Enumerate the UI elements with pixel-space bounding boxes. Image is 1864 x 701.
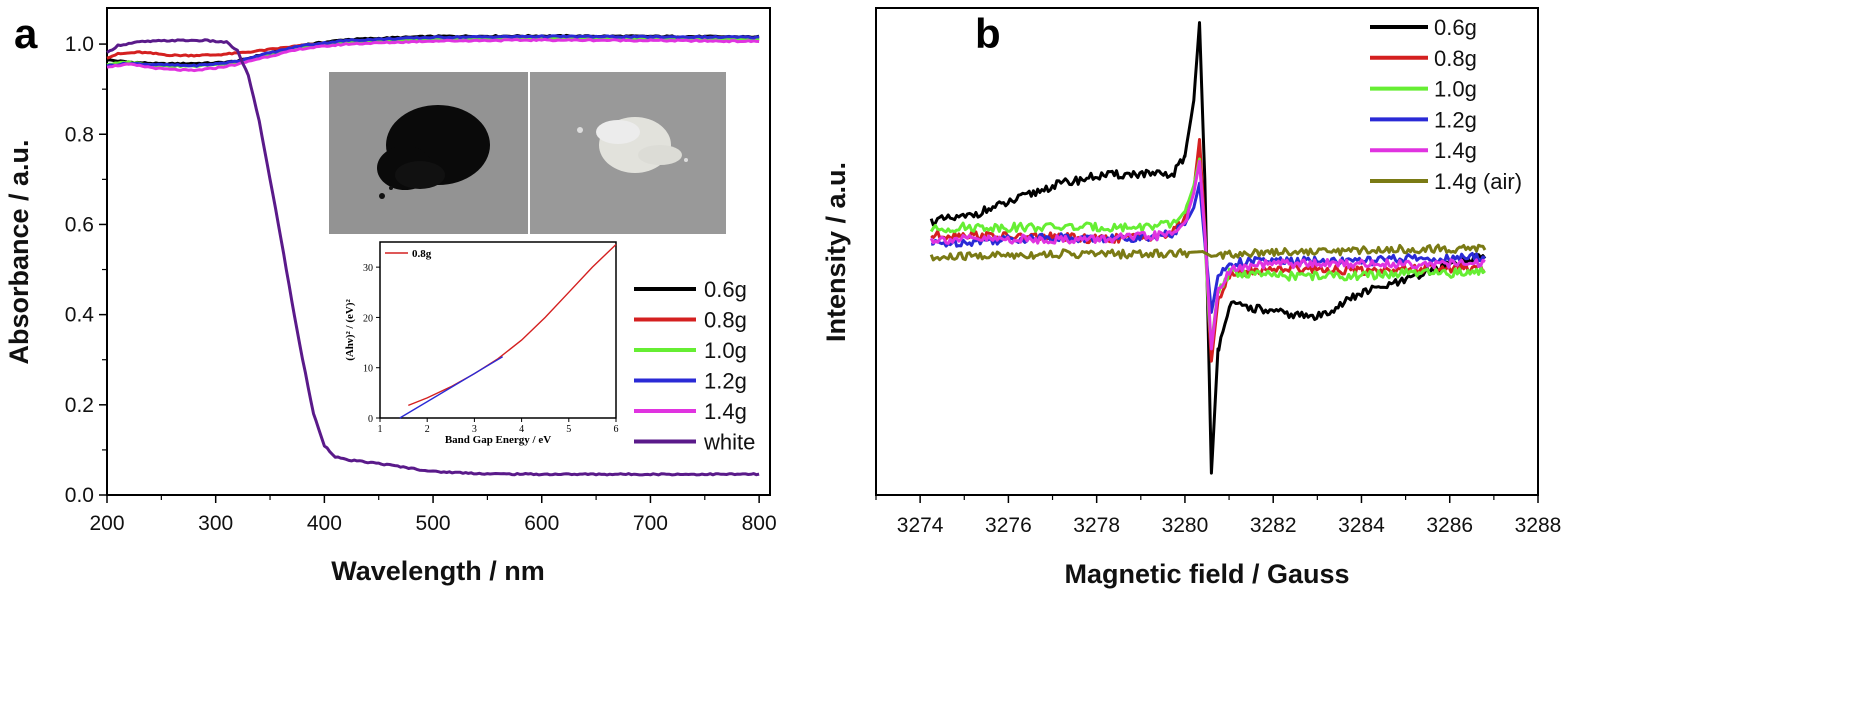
inset-photo-white-powder — [530, 72, 726, 234]
inset-x-title: Band Gap Energy / eV — [445, 434, 551, 446]
chart-a-frame — [106, 7, 771, 496]
chart-b-ticks: 3274 3276 3278 3280 3282 3284 3286 3288 — [875, 495, 1562, 537]
chart-b: 3274 3276 3278 3280 3282 3284 3286 3288 0.6g 0.8… — [821, 7, 1562, 589]
legend-a-label: 0.8g — [704, 308, 747, 333]
chart-a-x-title: Wavelength / nm — [331, 556, 545, 586]
inset-x-tick-label: 6 — [614, 424, 619, 435]
chart-a-y-tick-label: 0.2 — [65, 394, 94, 417]
chart-a-y-tick-label: 0.6 — [65, 213, 94, 236]
chart-a-legend: 0.6g 0.8g 1.0g 1.2g 1.4g white — [634, 277, 755, 455]
panel-label-b: b — [975, 10, 1001, 57]
chart-a-x-tick-label: 300 — [198, 512, 233, 535]
chart-b-x-tick-label: 3280 — [1162, 514, 1209, 537]
inset-y-tick-label: 10 — [363, 364, 373, 375]
chart-a-y-tick-label: 0.4 — [65, 304, 95, 327]
legend-a-label: 1.0g — [704, 338, 747, 363]
chart-a-y-tick-label: 1.0 — [65, 33, 94, 56]
inset-y-tick-label: 0 — [368, 414, 373, 425]
inset-y-tick-label: 30 — [363, 263, 373, 274]
legend-a-label: 1.2g — [704, 369, 747, 394]
chart-a-x-tick-label: 700 — [633, 512, 668, 535]
chart-b-x-tick-label: 3276 — [985, 514, 1032, 537]
chart-b-x-tick-label: 3284 — [1338, 514, 1385, 537]
chart-b-series — [929, 21, 1487, 475]
inset-photo-black-powder — [329, 72, 528, 234]
legend-a-label: white — [703, 430, 755, 455]
series-line-a-12g — [106, 34, 760, 68]
chart-b-x-tick-label: 3274 — [897, 514, 944, 537]
legend-b-label: 1.4g — [1434, 138, 1477, 163]
chart-b-y-title: Intensity / a.u. — [821, 162, 851, 342]
inset-frame — [379, 241, 617, 419]
chart-a-x-tick-label: 800 — [742, 512, 777, 535]
chart-a-series — [106, 33, 760, 477]
chart-a-x-tick-label: 500 — [416, 512, 451, 535]
inset-x-tick-label: 3 — [472, 424, 477, 435]
legend-b-label: 1.0g — [1434, 77, 1477, 102]
chart-a-y-title: Absorbance / a.u. — [4, 139, 34, 364]
chart-b-x-tick-label: 3278 — [1073, 514, 1120, 537]
chart-a-x-tick-label: 600 — [524, 512, 559, 535]
chart-a-y-tick-label: 0.0 — [65, 484, 94, 507]
inset-legend-label: 0.8g — [412, 248, 432, 260]
series-line-a-white — [106, 38, 760, 477]
legend-b-label: 0.6g — [1434, 15, 1477, 40]
chart-b-frame — [875, 7, 1539, 496]
series-line-b-14g — [929, 159, 1486, 351]
inset-fit-line — [399, 356, 504, 419]
inset-series-line — [408, 243, 617, 407]
inset-x-tick-label: 4 — [519, 424, 524, 435]
inset-series — [399, 243, 617, 419]
chart-b-x-tick-label: 3282 — [1250, 514, 1297, 537]
legend-a-label: 0.6g — [704, 277, 747, 302]
legend-a-label: 1.4g — [704, 399, 747, 424]
inset-x-tick-label: 1 — [378, 424, 383, 435]
inset-y-title: (Ahν)² / (eV)² — [344, 298, 356, 360]
legend-b-label: 0.8g — [1434, 46, 1477, 71]
chart-b-legend: 0.6g 0.8g 1.0g 1.2g 1.4g 1.4g (air) — [1370, 15, 1522, 194]
chart-b-x-title: Magnetic field / Gauss — [1064, 559, 1349, 589]
inset-y-tick-label: 20 — [363, 313, 373, 324]
chart-b-x-tick-label: 3288 — [1515, 514, 1562, 537]
legend-b-label: 1.2g — [1434, 107, 1477, 132]
chart-a-y-tick-label: 0.8 — [65, 123, 94, 146]
inset-x-tick-label: 2 — [425, 424, 430, 435]
chart-a-x-tick-label: 200 — [89, 512, 124, 535]
inset-x-tick-label: 5 — [566, 424, 571, 435]
chart-a-x-tick-label: 400 — [307, 512, 342, 535]
chart-a: 200 300 400 500 600 700 8000.00.20.40.60.81.0 … — [4, 7, 777, 586]
inset-ticks: 1 2 3 4 5 6 0 10 20 30 — [363, 263, 619, 435]
chart-b-x-tick-label: 3286 — [1426, 514, 1473, 537]
panel-label-a: a — [14, 10, 38, 57]
series-line-a-14g — [106, 37, 760, 73]
series-line-b-14gair — [929, 243, 1487, 262]
legend-b-label: 1.4g (air) — [1434, 169, 1522, 194]
